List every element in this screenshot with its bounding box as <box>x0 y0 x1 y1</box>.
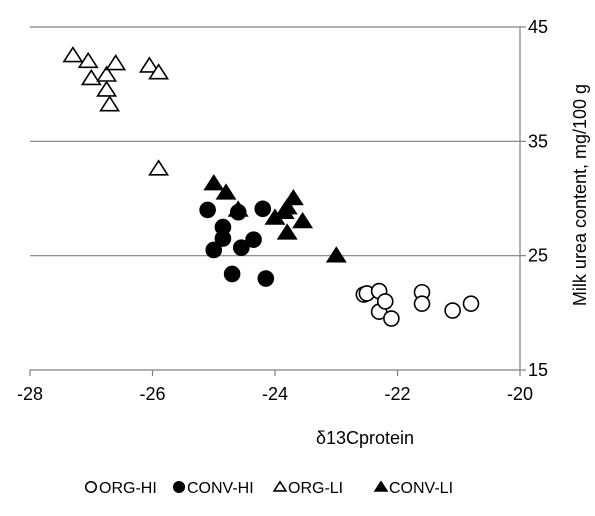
gridlines <box>30 26 520 257</box>
point-conv-li-0 <box>203 174 225 191</box>
legend-label-org-hi: ORG-HI <box>99 480 157 497</box>
legend-item-org-hi: ORG-HI <box>84 480 157 497</box>
point-org-li-7 <box>138 56 160 73</box>
legend-item-conv-hi: CONV-HI <box>172 480 254 497</box>
series-org-hi <box>355 282 480 327</box>
x-tick-labels: -28 -26 -24 -22 -20 <box>17 370 533 404</box>
x-axis-title: δ13Cprotein <box>316 428 414 448</box>
point-org-li-6 <box>105 54 127 71</box>
point-conv-hi-3 <box>214 230 232 247</box>
point-org-li-2 <box>80 68 102 86</box>
point-conv-hi-4 <box>223 265 241 283</box>
legend-marker-conv-hi <box>172 480 186 494</box>
x-tick-label-4: -20 <box>507 384 533 404</box>
legend-item-org-li: ORG-LI <box>272 480 343 497</box>
point-conv-li-7 <box>282 189 304 206</box>
point-conv-li-5 <box>276 223 298 240</box>
legend-label-org-li: ORG-LI <box>288 480 343 497</box>
legend-marker-conv-li <box>373 480 389 492</box>
point-org-li-9 <box>148 159 170 176</box>
point-conv-hi-6 <box>233 239 250 256</box>
data-points <box>62 46 480 327</box>
x-tick-label-0: -28 <box>17 384 43 404</box>
point-conv-hi-7 <box>245 231 262 248</box>
point-org-hi-9 <box>462 295 480 312</box>
point-conv-li-1 <box>215 183 237 200</box>
point-org-hi-7 <box>413 295 431 312</box>
y-tick-label-3: 45 <box>528 17 548 37</box>
y-tick-label-0: 15 <box>528 360 548 380</box>
point-conv-hi-1 <box>205 241 223 259</box>
point-org-hi-5 <box>383 310 400 327</box>
point-org-li-5 <box>99 95 121 112</box>
y-tick-labels: 15 25 35 45 <box>520 17 548 380</box>
y-tick-label-1: 25 <box>528 246 548 266</box>
y-tick-label-2: 35 <box>528 131 548 151</box>
point-conv-li-9 <box>325 246 347 263</box>
point-conv-li-6 <box>276 198 298 215</box>
point-org-hi-4 <box>376 293 394 310</box>
legend-marker-org-li <box>272 480 288 492</box>
point-conv-li-2 <box>227 200 249 217</box>
point-conv-hi-9 <box>257 270 275 287</box>
point-org-li-1 <box>77 51 99 69</box>
x-tick-label-3: -22 <box>384 384 410 404</box>
series-org-li <box>62 46 170 176</box>
series-conv-li <box>203 174 347 263</box>
legend-label-conv-li: CONV-LI <box>389 480 453 497</box>
legend: ORG-HI CONV-HI ORG-LI CONV-LI <box>84 480 453 497</box>
y-axis-title: Milk urea content, mg/100 g <box>570 84 590 306</box>
point-conv-hi-8 <box>254 200 272 218</box>
legend-marker-org-hi <box>84 480 98 494</box>
x-tick-label-2: -24 <box>262 384 288 404</box>
legend-item-conv-li: CONV-LI <box>373 480 453 497</box>
point-conv-li-8 <box>292 211 314 229</box>
point-conv-hi-0 <box>199 201 216 219</box>
point-org-li-8 <box>148 63 170 80</box>
point-org-li-0 <box>62 46 84 63</box>
point-org-hi-8 <box>444 302 461 319</box>
x-tick-label-1: -26 <box>139 384 165 404</box>
point-org-li-4 <box>96 80 118 97</box>
legend-label-conv-hi: CONV-HI <box>187 480 254 497</box>
